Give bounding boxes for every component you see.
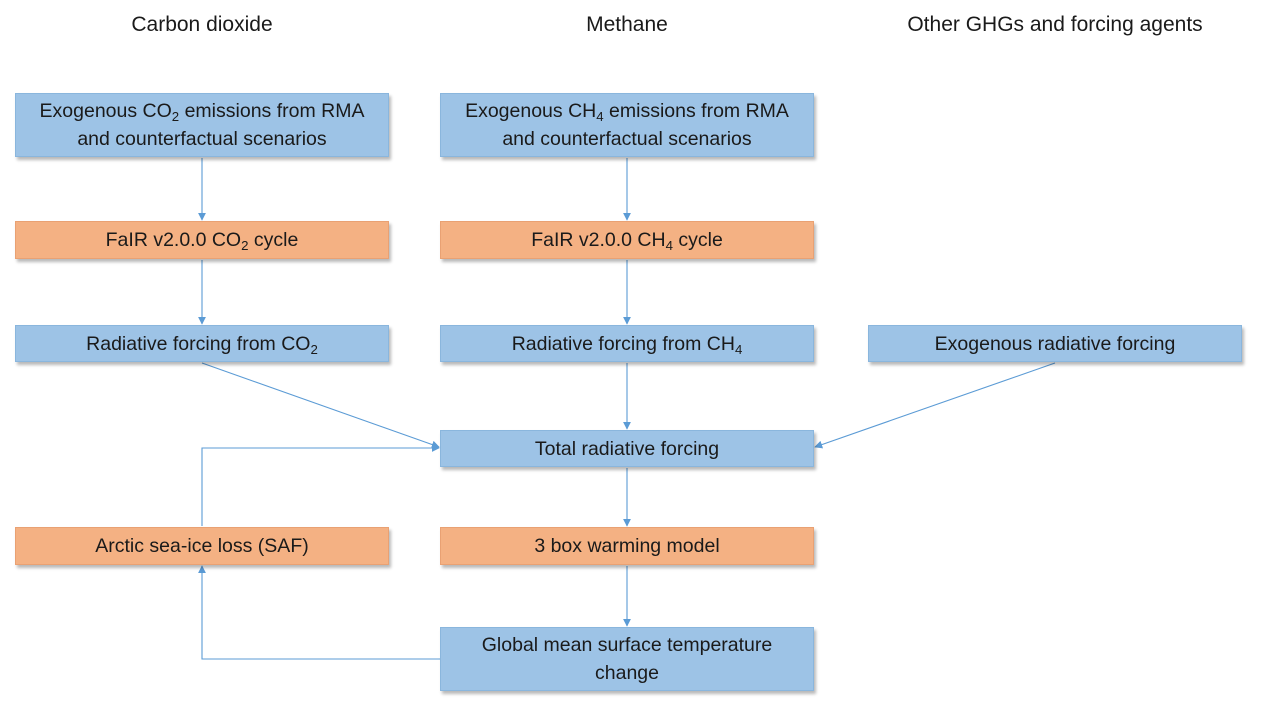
arrow-co2-forcing-to-total bbox=[201, 362, 440, 449]
box-ch4-forcing: Radiative forcing from CH4 bbox=[440, 325, 814, 362]
column-header-carbon-dioxide: Carbon dioxide bbox=[131, 13, 273, 36]
ch4-cycle-label: FaIR v2.0.0 CH4 cycle bbox=[531, 229, 723, 253]
co2-cycle-label: FaIR v2.0.0 CO2 cycle bbox=[105, 229, 299, 253]
exogenous-forcing-label: Exogenous radiative forcing bbox=[934, 332, 1176, 355]
box-co2-cycle: FaIR v2.0.0 CO2 cycle bbox=[15, 221, 389, 259]
total-forcing-label: Total radiative forcing bbox=[534, 437, 720, 460]
box-total-forcing: Total radiative forcing bbox=[440, 430, 814, 467]
box-co2-forcing: Radiative forcing from CO2 bbox=[15, 325, 389, 362]
ch4-emissions-line2: and counterfactual scenarios bbox=[502, 128, 752, 150]
column-header-other-ghgs: Other GHGs and forcing agents bbox=[907, 13, 1203, 36]
box-warming-model: 3 box warming model bbox=[440, 527, 814, 565]
box-ch4-emissions: Exogenous CH4 emissions from RMA and cou… bbox=[440, 93, 814, 157]
box-co2-emissions: Exogenous CO2 emissions from RMA and cou… bbox=[15, 93, 389, 157]
box-arctic-sea-ice: Arctic sea-ice loss (SAF) bbox=[15, 527, 389, 565]
arctic-sea-ice-label: Arctic sea-ice loss (SAF) bbox=[95, 535, 309, 557]
box-exogenous-forcing: Exogenous radiative forcing bbox=[868, 325, 1242, 362]
arrow-sea-ice-to-total bbox=[201, 444, 440, 526]
box-ch4-cycle: FaIR v2.0.0 CH4 cycle bbox=[440, 221, 814, 259]
column-header-methane: Methane bbox=[586, 13, 668, 36]
warming-model-label: 3 box warming model bbox=[534, 535, 720, 557]
arrow-exo-forcing-to-total bbox=[814, 362, 1056, 449]
co2-emissions-line1: Exogenous CO2 emissions from RMA bbox=[39, 100, 365, 124]
co2-emissions-line2: and counterfactual scenarios bbox=[77, 128, 327, 150]
ch4-forcing-label: Radiative forcing from CH4 bbox=[511, 332, 743, 357]
gmst-line2: change bbox=[595, 662, 659, 684]
co2-forcing-label: Radiative forcing from CO2 bbox=[86, 332, 318, 357]
ch4-emissions-line1: Exogenous CH4 emissions from RMA bbox=[465, 100, 789, 124]
arrow-gmst-to-sea-ice bbox=[198, 565, 440, 660]
gmst-line1: Global mean surface temperature bbox=[481, 634, 773, 656]
box-gmst-change: Global mean surface temperature change bbox=[440, 627, 814, 691]
